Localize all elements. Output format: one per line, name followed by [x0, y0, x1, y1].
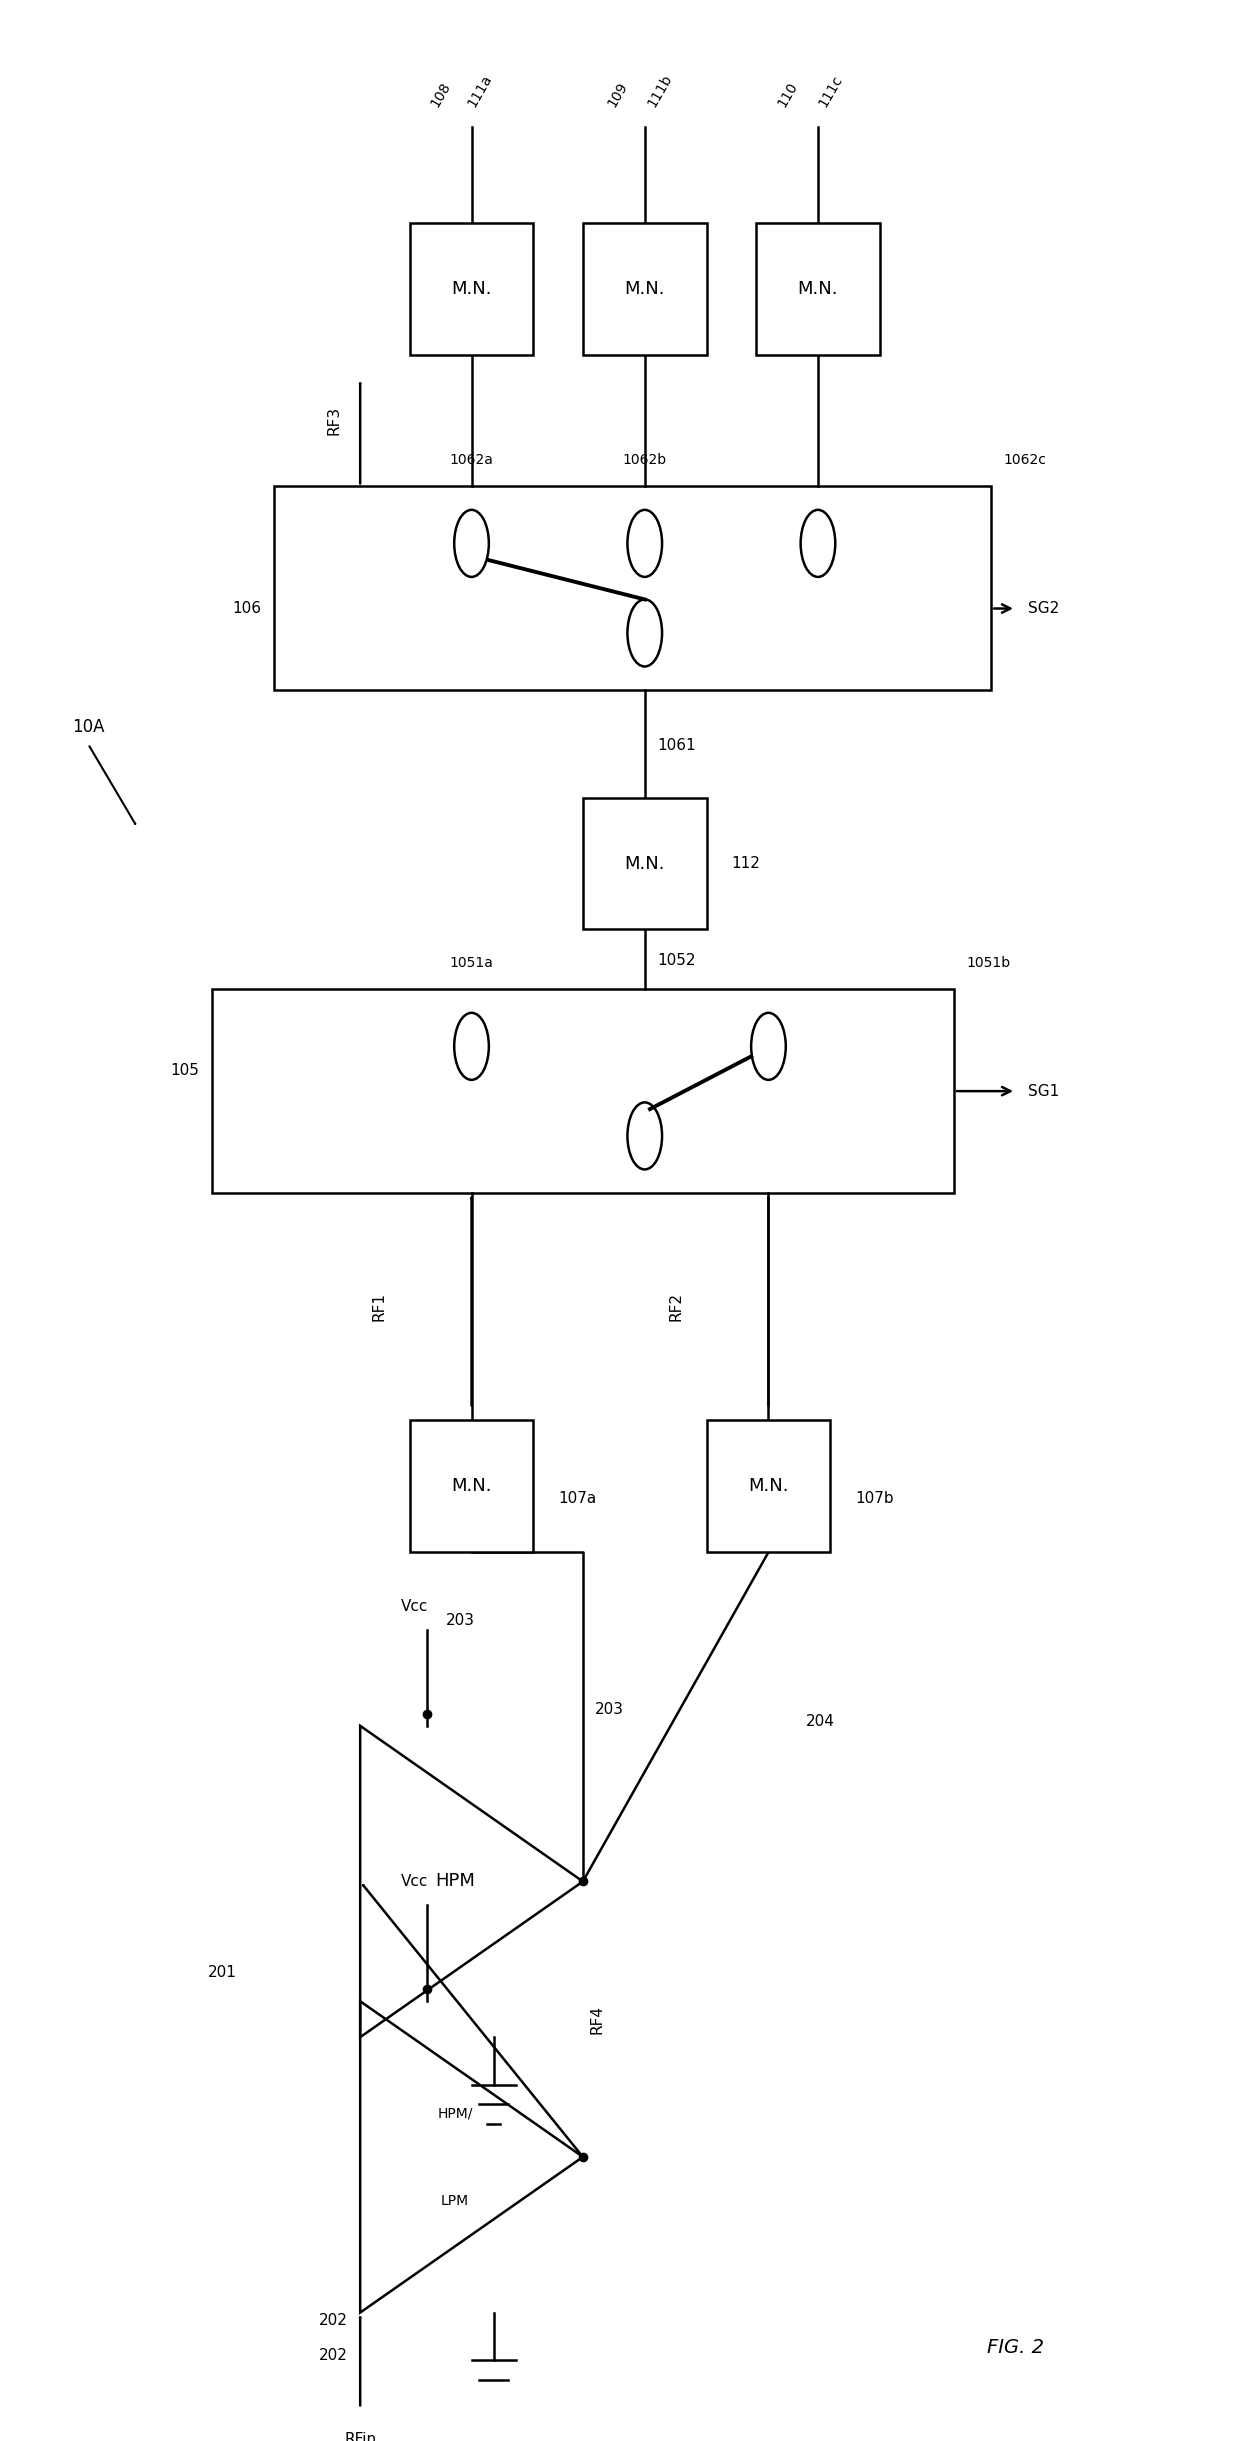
Text: 1052: 1052: [657, 954, 696, 969]
Text: 110: 110: [775, 78, 800, 110]
Text: SG2: SG2: [1028, 600, 1059, 615]
Text: 107b: 107b: [856, 1491, 894, 1506]
Text: M.N.: M.N.: [625, 854, 665, 871]
Text: 1061: 1061: [657, 737, 696, 752]
Text: SG1: SG1: [1028, 1084, 1059, 1098]
FancyBboxPatch shape: [707, 1421, 831, 1552]
Text: 105: 105: [170, 1064, 200, 1079]
FancyBboxPatch shape: [409, 1421, 533, 1552]
FancyBboxPatch shape: [756, 222, 880, 354]
Text: HPM: HPM: [435, 1872, 475, 1889]
Text: RF3: RF3: [326, 405, 342, 434]
Text: LPM: LPM: [440, 2194, 469, 2207]
Text: 201: 201: [207, 1965, 237, 1980]
Text: M.N.: M.N.: [625, 281, 665, 298]
Text: 108: 108: [428, 78, 454, 110]
Text: RF1: RF1: [371, 1291, 386, 1321]
FancyBboxPatch shape: [583, 222, 707, 354]
FancyBboxPatch shape: [274, 486, 991, 691]
Text: HPM/: HPM/: [438, 2107, 472, 2121]
Text: 10A: 10A: [72, 718, 104, 735]
Text: 202: 202: [319, 2348, 347, 2363]
Text: 1062c: 1062c: [1003, 454, 1047, 466]
Text: 203: 203: [595, 1701, 624, 1716]
Text: RF4: RF4: [589, 2004, 604, 2033]
Text: 107a: 107a: [558, 1491, 596, 1506]
Text: 1051a: 1051a: [450, 957, 494, 969]
Text: 111c: 111c: [816, 73, 844, 110]
Text: M.N.: M.N.: [797, 281, 838, 298]
Text: M.N.: M.N.: [451, 1477, 492, 1496]
Text: 111a: 111a: [465, 71, 495, 110]
FancyBboxPatch shape: [212, 989, 954, 1194]
Text: 203: 203: [445, 1614, 475, 1628]
FancyBboxPatch shape: [583, 798, 707, 930]
Text: 1051b: 1051b: [966, 957, 1011, 969]
Text: 204: 204: [806, 1714, 835, 1728]
Text: 1062a: 1062a: [450, 454, 494, 466]
Text: 111b: 111b: [645, 71, 675, 110]
Text: M.N.: M.N.: [451, 281, 492, 298]
Text: 106: 106: [232, 600, 262, 615]
Text: 112: 112: [732, 857, 760, 871]
Text: 1062b: 1062b: [622, 454, 667, 466]
Text: 202: 202: [319, 2312, 347, 2329]
Text: RF2: RF2: [668, 1291, 683, 1321]
Text: RFin: RFin: [345, 2431, 376, 2441]
Text: Vcc: Vcc: [401, 1875, 428, 1889]
Text: FIG. 2: FIG. 2: [987, 2338, 1044, 2358]
Text: M.N.: M.N.: [748, 1477, 789, 1496]
Text: 109: 109: [605, 78, 630, 110]
FancyBboxPatch shape: [409, 222, 533, 354]
Text: Vcc: Vcc: [401, 1599, 428, 1614]
